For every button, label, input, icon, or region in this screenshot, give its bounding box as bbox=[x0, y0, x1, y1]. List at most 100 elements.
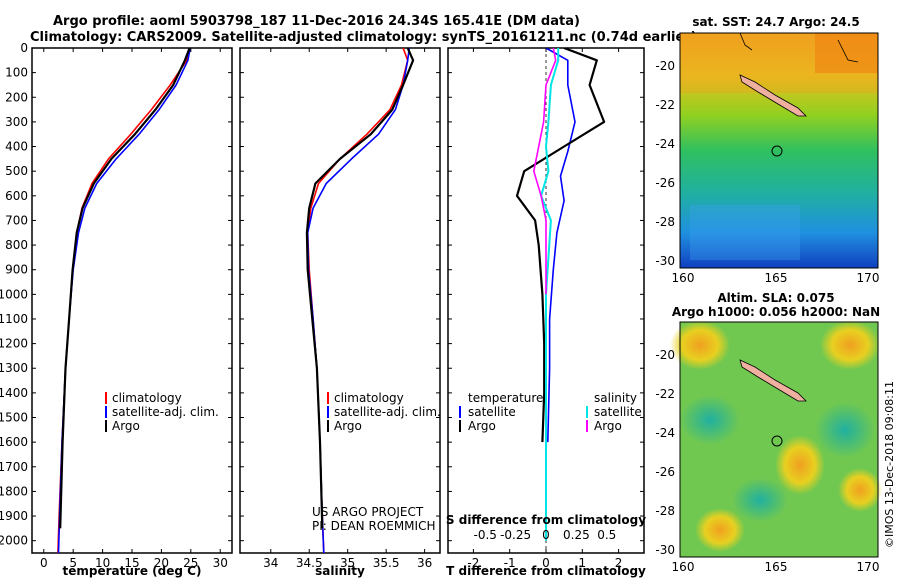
depth-tick-label: 1600 bbox=[0, 435, 28, 449]
x2-tick-label: 0.5 bbox=[597, 528, 616, 542]
x-tick-label: 35 bbox=[340, 556, 355, 570]
depth-tick-label: 900 bbox=[5, 263, 28, 277]
title-line-1: Argo profile: aoml 5903798_187 11-Dec-20… bbox=[53, 14, 580, 29]
depth-tick-label: 1400 bbox=[0, 386, 28, 400]
legend-satellite-adj: satellite-adj. clim. bbox=[334, 405, 441, 419]
legend-argo: Argo bbox=[112, 419, 140, 433]
sla-map bbox=[670, 320, 882, 558]
map-y-tick-label: -24 bbox=[655, 137, 675, 151]
legend-climatology: climatology bbox=[112, 391, 182, 405]
legend-s-argo: Argo bbox=[594, 419, 622, 433]
series-line-argo bbox=[305, 48, 415, 529]
depth-tick-label: 0 bbox=[20, 41, 28, 55]
x2-tick-label: 0.25 bbox=[563, 528, 590, 542]
x-tick-label: 35.5 bbox=[373, 556, 400, 570]
map-x-tick-label: 170 bbox=[857, 271, 880, 285]
x2-tick-label: -0.25 bbox=[500, 528, 531, 542]
sst-map-title: sat. SST: 24.7 Argo: 24.5 bbox=[692, 15, 859, 29]
depth-axis-labels: 0 100 200 300 400 500 600 700 800 900 1000 1100 1200… bbox=[0, 41, 644, 548]
salinity-legend: climatology satellite-adj. clim. Argo bbox=[327, 391, 441, 433]
x-tick-label: -2 bbox=[467, 556, 479, 570]
x2-tick-label: -0.5 bbox=[474, 528, 497, 542]
depth-tick-label: 300 bbox=[5, 115, 28, 129]
legend-t-argo: Argo bbox=[468, 419, 496, 433]
new-caledonia-shape bbox=[739, 74, 807, 117]
depth-tick-label: 100 bbox=[5, 66, 28, 80]
x-tick-label: 36 bbox=[417, 556, 432, 570]
title-line-2: Climatology: CARS2009. Satellite-adjuste… bbox=[30, 30, 697, 45]
map-y-tick-label: -24 bbox=[655, 426, 675, 440]
depth-tick-label: 2000 bbox=[0, 534, 28, 548]
depth-tick-label: 700 bbox=[5, 213, 28, 227]
depth-tick-label: 200 bbox=[5, 90, 28, 104]
map-y-tick-label: -30 bbox=[655, 254, 675, 268]
credit-line-1: US ARGO PROJECT bbox=[312, 505, 424, 519]
map-y-tick-label: -20 bbox=[655, 348, 675, 362]
map-x-tick-label: 160 bbox=[672, 560, 695, 574]
new-caledonia-shape bbox=[739, 359, 807, 402]
x-tick-label: 5 bbox=[69, 556, 77, 570]
map-x-tick-label: 170 bbox=[857, 560, 880, 574]
depth-tick-label: 1300 bbox=[0, 361, 28, 375]
map-x-tick-label: 165 bbox=[765, 271, 788, 285]
x-tick-label: 0 bbox=[40, 556, 48, 570]
depth-tick-label: 1100 bbox=[0, 312, 28, 326]
t-diff-xlabel: T difference from climatology bbox=[446, 564, 646, 578]
x-tick-label: 15 bbox=[124, 556, 139, 570]
argo-position-marker bbox=[771, 145, 783, 157]
difference-series bbox=[515, 48, 606, 553]
series-line-argo bbox=[515, 48, 606, 443]
series-line-satellite-adj--clim- bbox=[57, 48, 191, 553]
depth-tick-label: 600 bbox=[5, 189, 28, 203]
sla-map-title-1: Altim. SLA: 0.075 bbox=[717, 291, 834, 305]
map-x-tick-label: 165 bbox=[765, 560, 788, 574]
temperature-legend: climatology satellite-adj. clim. Argo bbox=[105, 391, 219, 433]
map-y-tick-label: -26 bbox=[655, 176, 675, 190]
series-line-satellite bbox=[545, 48, 576, 443]
sla-map-title-2: Argo h1000: 0.056 h2000: NaN bbox=[672, 305, 880, 319]
x-tick-label: 2 bbox=[615, 556, 623, 570]
map-y-tick-label: -30 bbox=[655, 543, 675, 557]
sla-map-ticks: 160 165 170 -20 -22 -24 -26 -28 -30 bbox=[655, 348, 879, 574]
x-tick-label: 25 bbox=[183, 556, 198, 570]
salinity-xlabel: salinity bbox=[315, 564, 365, 578]
series-line-satellite bbox=[540, 48, 560, 541]
x2-tick-label: 0 bbox=[542, 528, 550, 542]
depth-tick-label: 400 bbox=[5, 140, 28, 154]
map-y-tick-label: -22 bbox=[655, 387, 675, 401]
credit-line-2: PI: DEAN ROEMMICH bbox=[312, 519, 435, 533]
series-line-climatology bbox=[306, 48, 409, 553]
series-line-argo bbox=[532, 48, 557, 295]
depth-tick-label: 500 bbox=[5, 164, 28, 178]
legend-climatology: climatology bbox=[334, 391, 404, 405]
x-tick-label: 0 bbox=[542, 556, 550, 570]
legend-s-satellite: satellite bbox=[594, 405, 642, 419]
difference-legend: temperature satellite Argo salinity sate… bbox=[459, 391, 642, 433]
temperature-series bbox=[57, 48, 191, 553]
series-line-satellite-adj--clim- bbox=[306, 48, 410, 553]
legend-argo: Argo bbox=[334, 419, 362, 433]
map-y-tick-label: -28 bbox=[655, 504, 675, 518]
salinity-panel bbox=[239, 47, 441, 554]
legend-satellite-adj: satellite-adj. clim. bbox=[112, 405, 219, 419]
depth-tick-label: 1000 bbox=[0, 287, 28, 301]
depth-tick-label: 1200 bbox=[0, 337, 28, 351]
depth-tick-label: 800 bbox=[5, 238, 28, 252]
legend-temperature-heading: temperature bbox=[468, 391, 543, 405]
x-tick-label: 10 bbox=[95, 556, 110, 570]
series-line-argo bbox=[59, 48, 191, 529]
map-y-tick-label: -20 bbox=[655, 59, 675, 73]
depth-tick-label: 1700 bbox=[0, 460, 28, 474]
series-line-climatology bbox=[57, 48, 191, 553]
legend-salinity-heading: salinity bbox=[594, 391, 637, 405]
map-y-tick-label: -22 bbox=[655, 98, 675, 112]
s-diff-xlabel: S difference from climatology bbox=[446, 513, 646, 527]
imos-footer-note: ©IMOS 13-Dec-2018 09:08:11 bbox=[883, 381, 896, 548]
depth-tick-label: 1800 bbox=[0, 484, 28, 498]
map-y-tick-label: -28 bbox=[655, 215, 675, 229]
sst-map-ticks: 160 165 170 -20 -22 -24 -26 -28 -30 bbox=[655, 59, 879, 285]
argo-position-marker bbox=[771, 435, 783, 447]
x-tick-label: 34.5 bbox=[296, 556, 323, 570]
depth-tick-label: 1900 bbox=[0, 509, 28, 523]
